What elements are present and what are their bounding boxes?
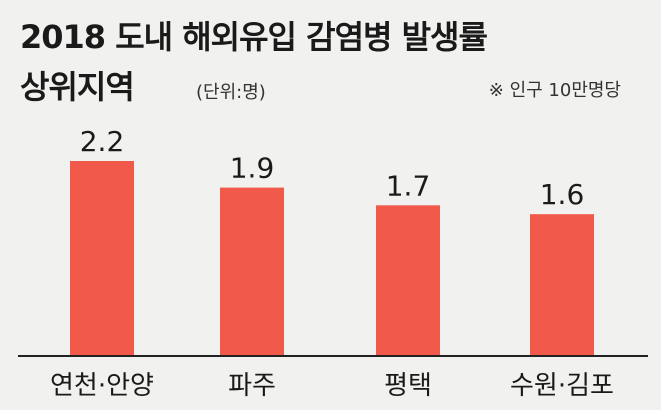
bar-1 [70, 161, 134, 356]
category-label-3: 평택 [384, 371, 432, 401]
chart-title-line1: 2018 도내 해외유입 감염병 발생률 [20, 18, 488, 56]
category-label-2: 파주 [228, 371, 276, 401]
category-label-1: 연천·안양 [50, 371, 154, 401]
value-label-4: 1.6 [540, 178, 585, 211]
value-label-3: 1.7 [386, 169, 431, 202]
value-label-2: 1.9 [230, 152, 275, 185]
footnote-per-100k: ※ 인구 10만명당 [488, 80, 621, 101]
bar-3 [376, 205, 440, 356]
bar-2 [220, 187, 284, 356]
bar-4 [530, 214, 594, 356]
chart-title-line2: 상위지역 [20, 68, 135, 106]
unit-label: (단위:명) [196, 82, 266, 103]
category-label-4: 수원·김포 [510, 371, 614, 401]
value-label-1: 2.2 [80, 125, 125, 158]
